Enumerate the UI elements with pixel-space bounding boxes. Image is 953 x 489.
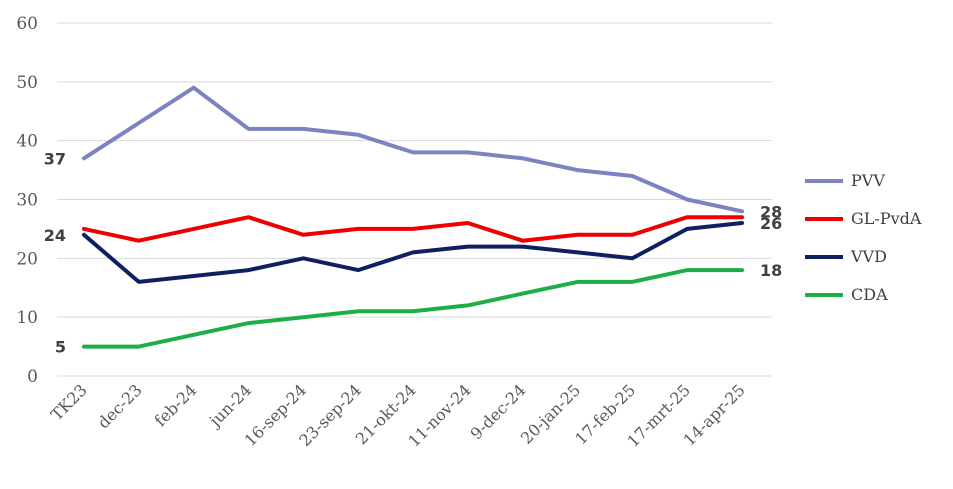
legend: PVV GL-PvdA VVD CDA [805,171,922,304]
legend-label: PVV [851,171,885,190]
gridlines [57,22,772,377]
series-line-gl-pvda [82,215,744,243]
y-tick-label: 40 [16,132,38,152]
x-axis-ticks: TK23 dec-23 feb-24 jun-2416-sep-2423-sep-24… [47,380,749,451]
x-tick-label: jun-24 [204,380,255,431]
y-tick-label: 50 [16,73,38,93]
y-tick-label: 0 [27,367,38,387]
data-labels: 37 28 24 26 5 18 [44,149,783,356]
x-tick-label: TK23 [47,380,91,424]
y-axis-ticks: 0 10 20 30 40 50 60 [16,14,38,387]
legend-label: GL-PvdA [851,209,922,228]
x-tick-label: feb-24 [151,380,201,430]
data-label-start: 5 [55,338,66,357]
data-label-start: 37 [44,149,66,168]
series-lines [82,85,744,349]
data-label-end: 28 [760,202,782,221]
y-tick-label: 20 [16,249,38,269]
data-label-end: 26 [760,214,782,233]
legend-label: CDA [851,285,888,304]
legend-label: VVD [850,247,887,266]
series-line-pvv [82,85,744,214]
data-label-end: 18 [760,261,782,280]
y-tick-label: 10 [16,308,38,328]
y-tick-label: 60 [16,14,38,34]
data-label-start: 24 [44,226,66,245]
series-line-vvd [82,221,744,284]
y-tick-label: 30 [16,191,38,211]
x-tick-label: dec-23 [94,380,146,432]
series-line-cda [82,268,744,349]
